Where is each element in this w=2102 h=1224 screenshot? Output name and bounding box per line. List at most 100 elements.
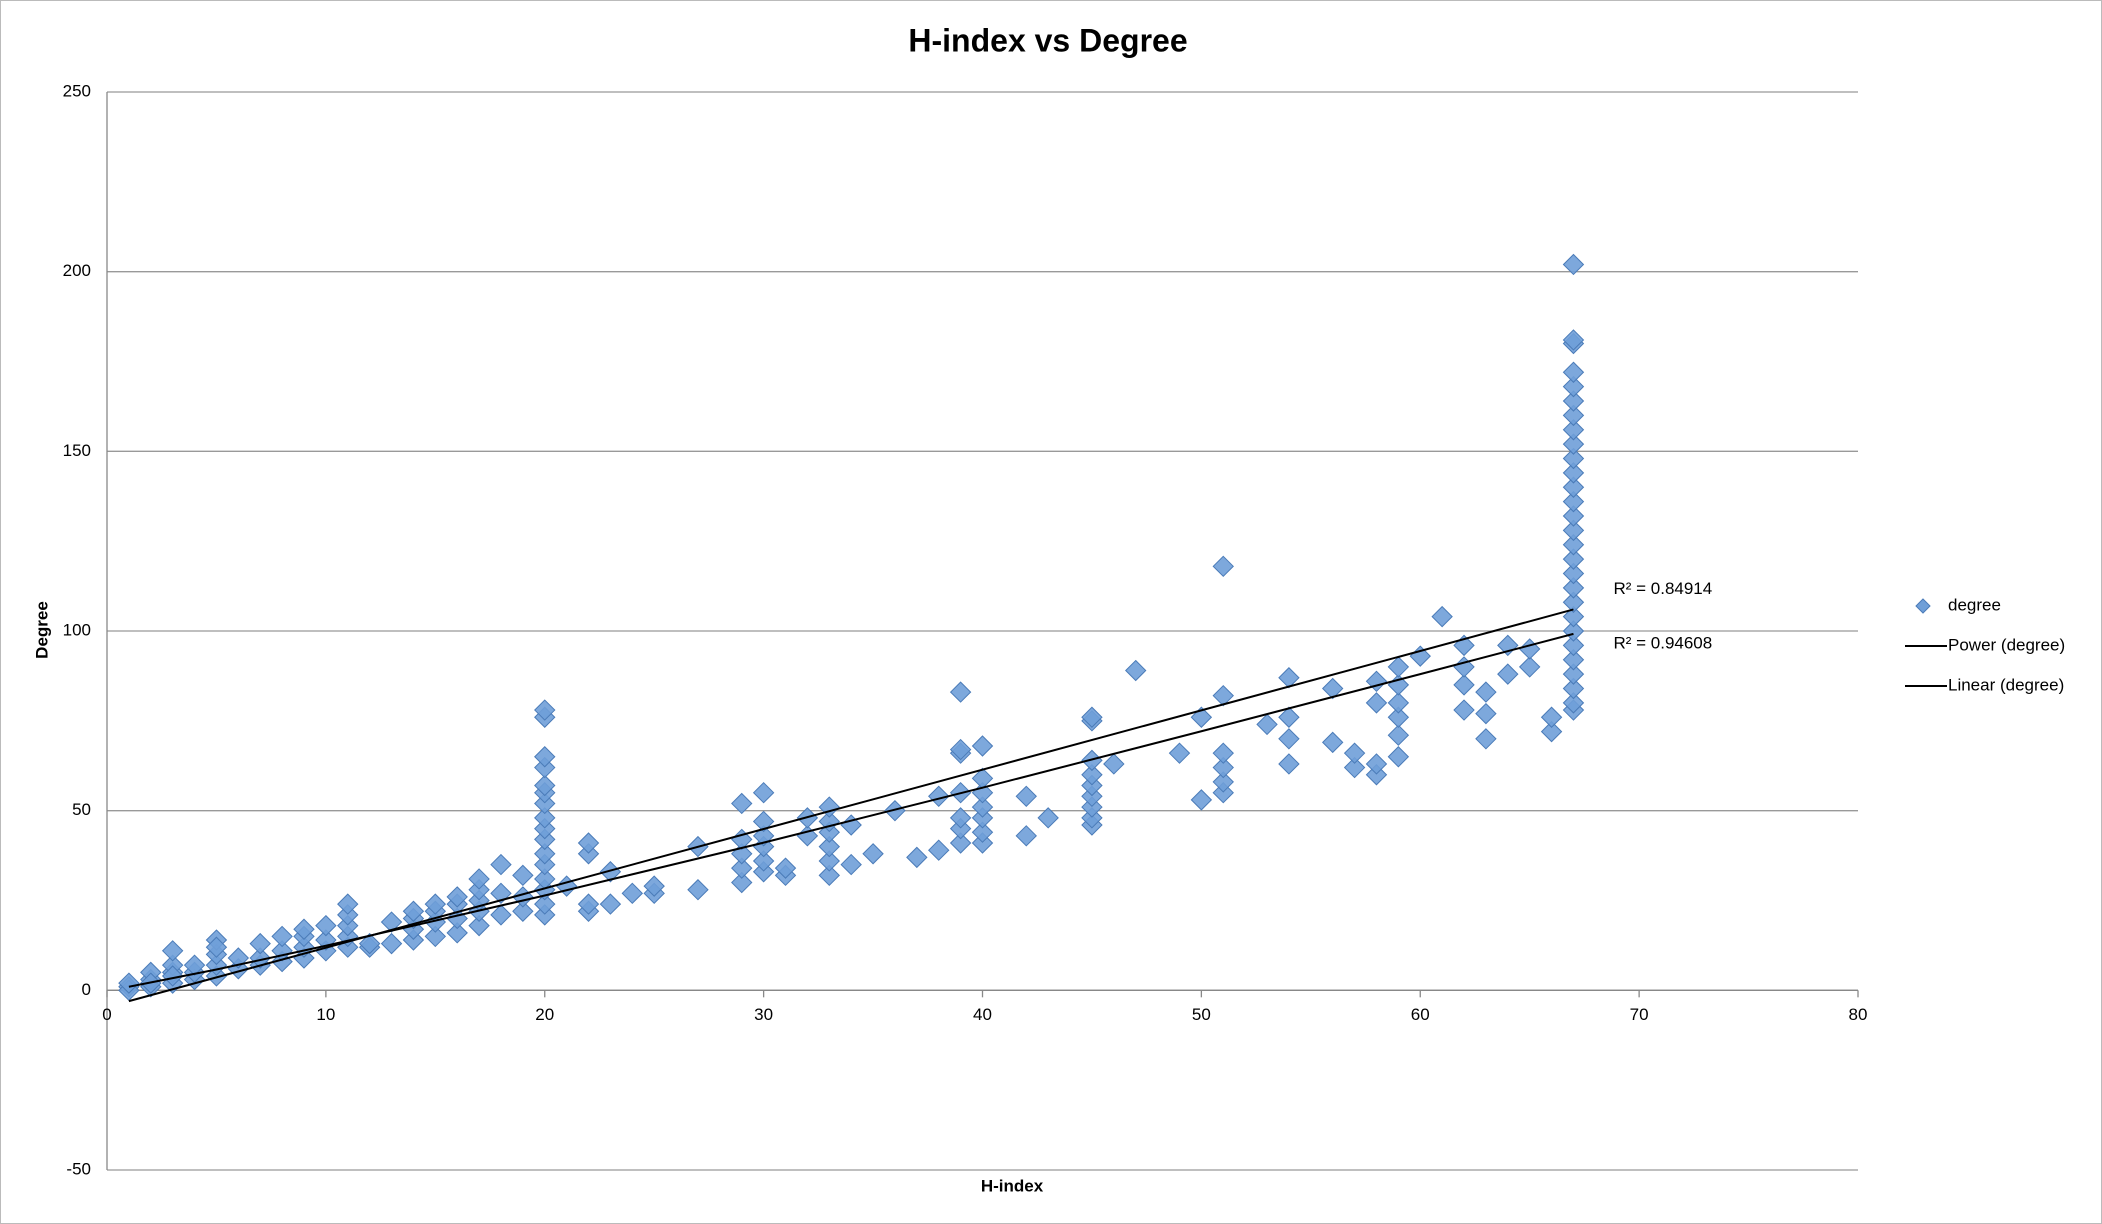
y-axis-title: Degree — [32, 601, 51, 659]
legend-label: degree — [1948, 595, 2001, 614]
data-point — [1212, 781, 1234, 804]
data-point — [1562, 375, 1585, 398]
data-point — [1168, 742, 1191, 764]
data-point — [534, 843, 556, 865]
data-point — [949, 817, 972, 840]
data-point — [293, 918, 315, 940]
data-point — [731, 871, 753, 894]
data-point — [818, 796, 840, 818]
data-point — [1081, 807, 1103, 829]
data-point — [1562, 548, 1585, 570]
x-axis-title: H-index — [981, 1176, 1044, 1195]
data-point — [1562, 562, 1585, 585]
data-point — [315, 914, 337, 937]
data-point — [512, 900, 534, 922]
data-point — [424, 925, 447, 948]
data-point — [1278, 667, 1300, 689]
data-point — [1278, 706, 1300, 728]
y-tick-label: 250 — [63, 81, 91, 100]
data-point — [1212, 742, 1234, 764]
data-point — [1562, 649, 1585, 671]
data-point — [271, 940, 293, 962]
data-point — [1453, 699, 1475, 721]
data-point — [1562, 253, 1585, 276]
data-point — [1562, 663, 1585, 685]
data-point — [599, 893, 622, 915]
data-point — [424, 893, 447, 915]
data-point — [534, 699, 556, 721]
data-point — [1475, 681, 1497, 703]
data-point — [534, 828, 556, 851]
data-point — [161, 940, 184, 962]
data-point — [534, 817, 556, 840]
data-point — [358, 932, 381, 955]
data-point — [1278, 753, 1300, 775]
x-tick-label: 30 — [754, 1005, 773, 1024]
data-point — [1321, 731, 1344, 754]
data-point — [512, 864, 534, 887]
data-point — [183, 954, 206, 976]
data-point — [402, 900, 425, 922]
data-point — [818, 810, 840, 833]
data-point — [1562, 390, 1585, 412]
y-tick-label: 100 — [63, 620, 91, 639]
data-point — [577, 893, 600, 915]
data-point — [490, 904, 512, 926]
data-point — [249, 947, 271, 969]
data-point — [1387, 692, 1410, 714]
data-point — [1365, 753, 1388, 775]
x-tick-label: 80 — [1849, 1005, 1868, 1024]
data-point — [1475, 728, 1497, 750]
data-point — [1475, 702, 1497, 725]
data-point — [1081, 774, 1103, 797]
x-tick-label: 10 — [316, 1005, 335, 1024]
data-point — [818, 864, 840, 887]
data-point — [534, 756, 556, 779]
data-point — [1190, 789, 1213, 811]
data-point — [337, 914, 359, 937]
data-point — [534, 904, 556, 926]
x-tick-label: 60 — [1411, 1005, 1430, 1024]
legend-label: Power (degree) — [1948, 635, 2065, 654]
data-point — [490, 853, 512, 876]
data-point — [205, 936, 228, 958]
data-point — [337, 893, 359, 915]
data-point — [1343, 742, 1366, 764]
data-point — [249, 932, 271, 955]
data-point — [1081, 796, 1103, 818]
trendline — [128, 632, 1574, 988]
data-point — [949, 681, 972, 703]
data-point — [118, 972, 140, 994]
data-point — [1562, 505, 1585, 527]
data-point — [1015, 785, 1037, 808]
legend-marker — [1915, 598, 1931, 614]
data-point — [971, 735, 994, 757]
data-point — [1562, 634, 1585, 657]
data-point — [1540, 706, 1563, 728]
x-tick-label: 20 — [535, 1005, 554, 1024]
x-tick-label: 40 — [973, 1005, 992, 1024]
x-tick-label: 50 — [1192, 1005, 1211, 1024]
data-point — [971, 832, 994, 854]
data-point — [1562, 361, 1585, 383]
data-point — [1081, 785, 1103, 808]
data-point — [928, 839, 950, 861]
data-point — [752, 861, 775, 883]
data-point — [1562, 447, 1585, 470]
data-point — [949, 738, 972, 761]
data-point — [1562, 490, 1585, 513]
data-point — [1562, 329, 1585, 351]
data-point — [906, 846, 928, 869]
data-point — [818, 821, 840, 843]
legend-label: Linear (degree) — [1948, 675, 2064, 694]
data-point — [1562, 433, 1585, 455]
data-point — [577, 832, 600, 854]
data-point — [577, 843, 600, 865]
data-point — [1562, 476, 1585, 498]
data-point — [840, 853, 862, 876]
data-point — [534, 792, 556, 815]
data-point — [1540, 720, 1563, 743]
data-point — [534, 746, 556, 768]
